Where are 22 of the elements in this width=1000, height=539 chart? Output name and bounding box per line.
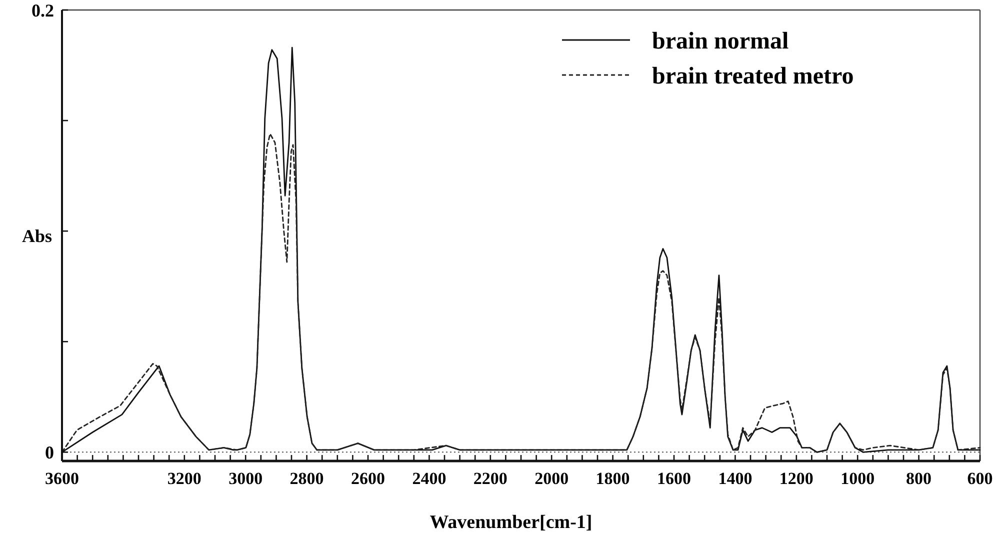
x-tick-label: 1600 — [657, 469, 691, 488]
x-tick-label: 1200 — [779, 469, 814, 488]
x-axis-title: Wavenumber[cm-1] — [430, 512, 592, 533]
x-tick-label: 3600 — [45, 469, 79, 488]
legend-label: brain normal — [652, 28, 790, 54]
y-tick-label: 0.2 — [32, 0, 54, 20]
x-tick-label: 2800 — [290, 469, 324, 488]
x-tick-label: 2600 — [351, 469, 385, 488]
x-tick-label: 2000 — [534, 469, 569, 488]
x-tick-label: 1000 — [840, 469, 875, 488]
x-tick-label: 3000 — [228, 469, 263, 488]
x-tick-label: 800 — [906, 469, 932, 488]
y-tick-label: 0 — [45, 442, 54, 462]
x-tick-label: 1800 — [596, 469, 630, 488]
x-tick-label: 600 — [967, 469, 993, 488]
x-tick-label: 2400 — [412, 469, 446, 488]
x-tick-label: 2200 — [473, 469, 508, 488]
y-axis-title: Abs — [22, 226, 52, 246]
line-series — [61, 133, 981, 453]
x-tick-label: 3200 — [167, 469, 202, 488]
legend-label: brain treated metro — [652, 63, 854, 90]
x-tick-label: 1400 — [718, 469, 752, 488]
